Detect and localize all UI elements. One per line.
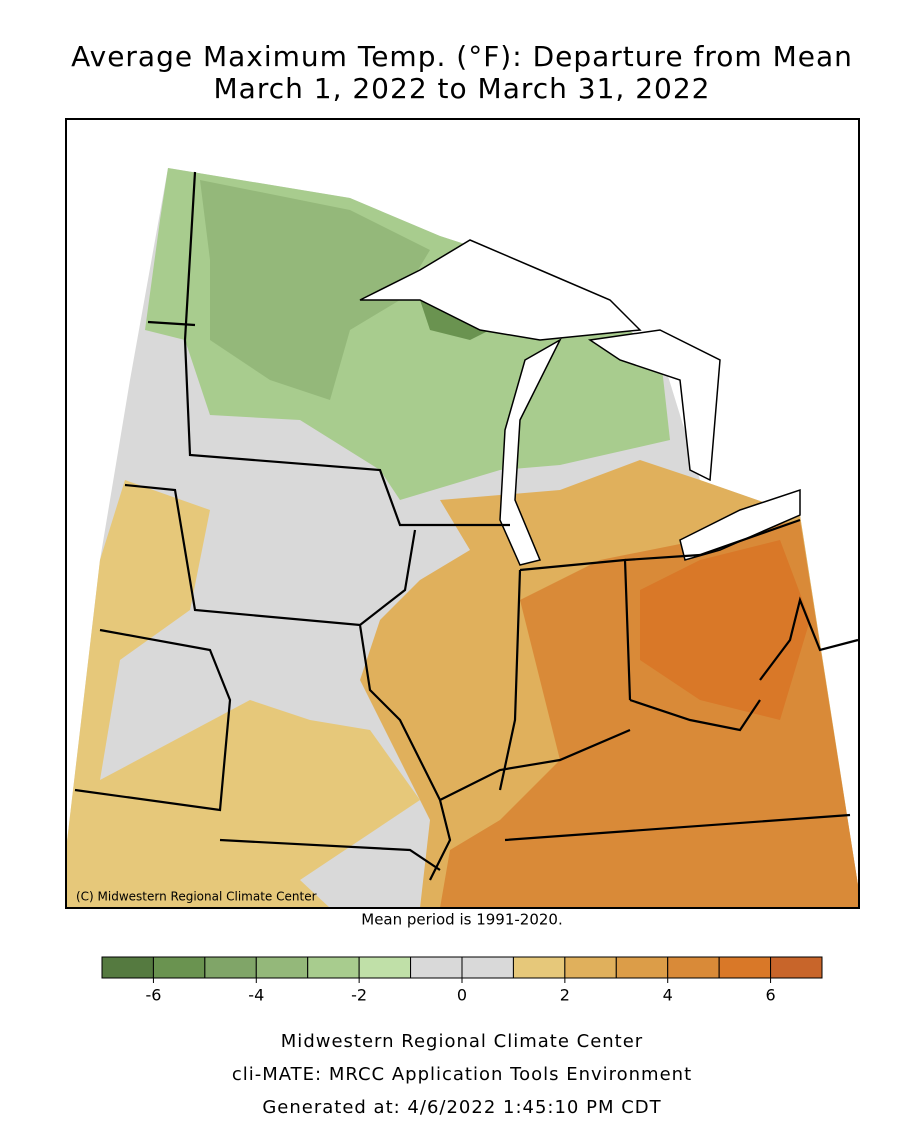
colorbar-bin [307, 956, 360, 979]
footer-line: Midwestern Regional Climate Center [281, 1031, 643, 1052]
lake-superior [359, 239, 642, 341]
colorbar-bin [204, 956, 257, 979]
zone-warmest [640, 540, 810, 720]
colorbar-bin [255, 956, 309, 979]
map-frame [65, 118, 860, 909]
colorbar-bin [512, 956, 566, 979]
copyright: (C) Midwestern Regional Climate Center [76, 890, 317, 904]
lake-michigan [499, 338, 562, 566]
colorbar-tick-label: 0 [457, 986, 467, 1005]
footer-line: cli-MATE: MRCC Application Tools Environ… [232, 1064, 692, 1085]
colorbar-bin [564, 956, 617, 979]
zone-cooler [200, 180, 430, 400]
colorbar-bin [667, 956, 720, 979]
colorbar-bin [152, 956, 206, 979]
colorbar-bin [358, 956, 412, 979]
note: Mean period is 1991-2020. [361, 911, 562, 929]
colorbar-tick-label: 6 [765, 986, 775, 1005]
lake-huron [587, 329, 721, 482]
colorbar-bin [461, 956, 514, 979]
colorbar-bin [615, 956, 669, 979]
colorbar-tick-label: -2 [351, 986, 367, 1005]
colorbar-tick-label: -6 [145, 986, 161, 1005]
lake-erie [679, 488, 801, 561]
footer-line: Generated at: 4/6/2022 1:45:10 PM CDT [262, 1097, 661, 1118]
colorbar-bin [770, 956, 823, 979]
colorbar: -6 -4 -2 0 2 4 6 [101, 956, 823, 1005]
colorbar-tick-label: 4 [663, 986, 673, 1005]
title-line: Average Maximum Temp. (°F): Departure fr… [71, 40, 853, 73]
colorbar-bin [718, 956, 772, 979]
map: (C) Midwestern Regional Climate Center [65, 118, 860, 909]
title-line: March 1, 2022 to March 31, 2022 [214, 72, 711, 105]
colorbar-tick-label: 2 [560, 986, 570, 1005]
colorbar-bin [410, 956, 463, 979]
colorbar-tick-label: -4 [248, 986, 264, 1005]
colorbar-bin [101, 956, 154, 979]
